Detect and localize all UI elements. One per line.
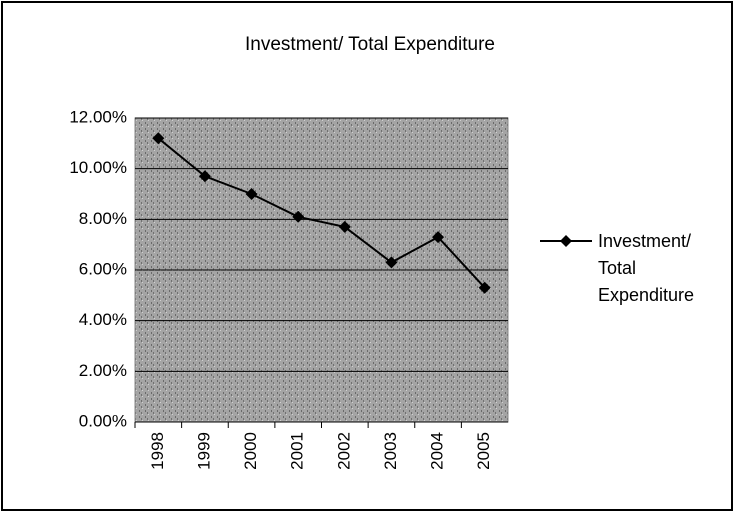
y-tick-label: 8.00% (79, 209, 127, 228)
marker (478, 281, 491, 294)
marker (198, 170, 211, 183)
x-tick-label: 1998 (148, 432, 167, 470)
y-tick-label: 4.00% (79, 310, 127, 329)
chart-title: Investment/ Total Expenditure (245, 34, 495, 55)
y-tick-label: 0.00% (79, 411, 127, 430)
x-tick-label: 2003 (381, 432, 400, 470)
legend-label: Investment/ Total Expenditure (598, 231, 695, 305)
marker (292, 210, 305, 223)
y-tick-label: 10.00% (69, 158, 127, 177)
x-tick-label: 2004 (428, 432, 447, 470)
x-tick-label: 2005 (474, 432, 493, 470)
y-tick-label: 2.00% (79, 361, 127, 380)
legend-marker (560, 235, 572, 247)
x-tick-label: 2001 (288, 432, 307, 470)
marker (152, 132, 165, 145)
marker (245, 188, 258, 200)
line (157, 137, 486, 289)
marker (432, 231, 445, 244)
y-tick-label: 12.00% (69, 107, 127, 126)
x-tick-label: 2002 (334, 432, 353, 470)
x-tick-label: 2000 (241, 432, 260, 470)
x-tick-label: 1999 (194, 432, 213, 470)
y-tick-label: 6.00% (79, 259, 127, 278)
marker (338, 220, 351, 233)
marker (385, 256, 398, 269)
